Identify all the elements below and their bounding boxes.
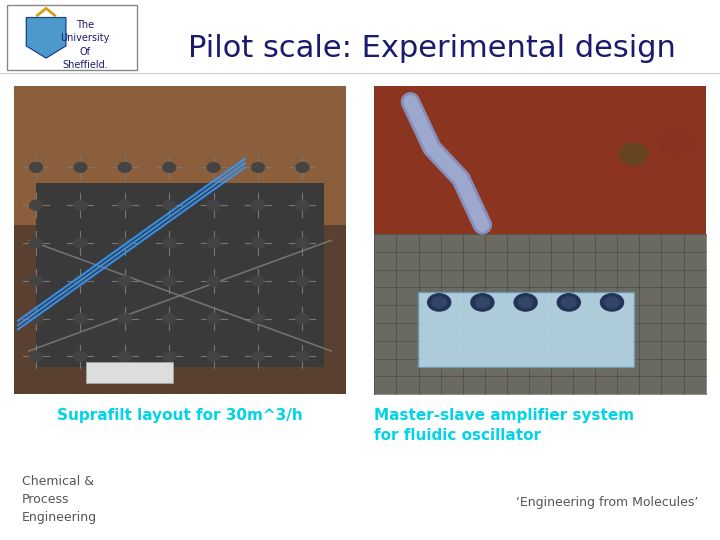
Bar [14,86,346,225]
Circle shape [207,238,220,248]
Circle shape [118,352,131,361]
Circle shape [296,276,309,286]
Circle shape [30,314,42,323]
Circle shape [207,352,220,361]
Text: Chemical &
Process
Engineering: Chemical & Process Engineering [22,475,96,524]
Circle shape [562,297,576,308]
Circle shape [118,238,131,248]
Circle shape [30,276,42,286]
Circle shape [296,238,309,248]
Bar [36,183,324,367]
Text: Master-slave amplifier system
for fluidic oscillator: Master-slave amplifier system for fluidi… [374,408,634,442]
Circle shape [659,129,695,156]
Circle shape [30,163,42,172]
Circle shape [207,163,220,172]
Circle shape [471,294,494,311]
Circle shape [118,314,131,323]
Bar [418,292,634,367]
Text: Suprafilt layout for 30m^3/h: Suprafilt layout for 30m^3/h [57,408,303,423]
Circle shape [74,200,87,210]
Circle shape [296,352,309,361]
Text: Sheffield.: Sheffield. [62,60,108,70]
Circle shape [74,163,87,172]
Text: Of: Of [79,46,91,57]
Bar [374,86,706,394]
Text: ‘Engineering from Molecules’: ‘Engineering from Molecules’ [516,496,698,509]
Circle shape [251,200,264,210]
Circle shape [475,297,490,308]
Circle shape [296,314,309,323]
Bar [374,86,706,234]
Circle shape [207,314,220,323]
Text: Pilot scale: Experimental design: Pilot scale: Experimental design [188,34,676,63]
Circle shape [74,238,87,248]
Circle shape [605,297,619,308]
Circle shape [557,294,580,311]
Text: University: University [60,33,109,43]
Circle shape [296,163,309,172]
Circle shape [118,200,131,210]
Bar [86,362,173,383]
Circle shape [163,163,176,172]
Circle shape [432,297,446,308]
Circle shape [74,276,87,286]
FancyBboxPatch shape [7,5,137,70]
Circle shape [207,276,220,286]
Circle shape [163,200,176,210]
Circle shape [251,314,264,323]
Circle shape [30,238,42,248]
Circle shape [163,238,176,248]
Text: The: The [76,19,94,30]
Circle shape [207,200,220,210]
Circle shape [514,294,537,311]
Circle shape [251,238,264,248]
Bar [374,234,706,394]
Circle shape [251,163,264,172]
Circle shape [600,294,624,311]
Circle shape [74,314,87,323]
Circle shape [30,200,42,210]
Circle shape [74,352,87,361]
Circle shape [30,352,42,361]
Bar [14,86,346,394]
Circle shape [163,352,176,361]
Circle shape [118,276,131,286]
Circle shape [518,297,533,308]
Polygon shape [27,18,66,58]
Circle shape [619,143,648,165]
Circle shape [163,314,176,323]
Circle shape [251,276,264,286]
Circle shape [251,352,264,361]
Circle shape [296,200,309,210]
Circle shape [163,276,176,286]
Circle shape [118,163,131,172]
Circle shape [428,294,451,311]
